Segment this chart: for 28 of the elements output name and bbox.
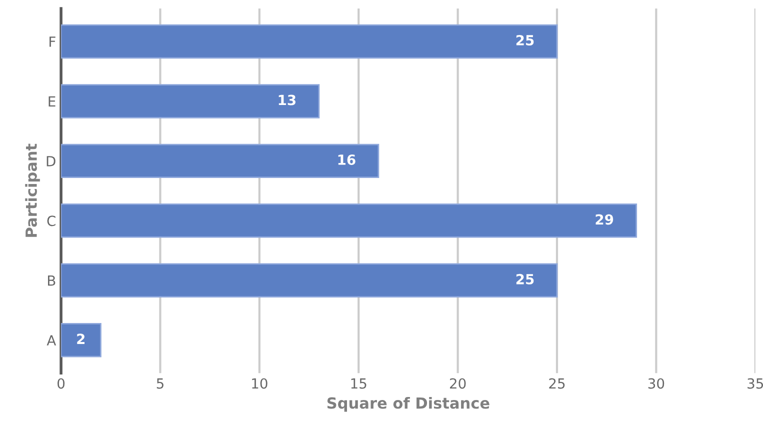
data-label: 29 [596, 214, 614, 225]
x-tick-label: 30 [648, 378, 664, 389]
x-tick-label: 10 [252, 378, 268, 389]
y-tick-label: E [48, 96, 56, 106]
y-tick-label: B [48, 276, 56, 286]
y-tick-label: C [47, 216, 56, 226]
x-axis-title: Square of Distance [327, 396, 490, 412]
y-tick-label: F [50, 36, 56, 47]
data-label: 16 [338, 154, 356, 165]
x-tick-label: 25 [549, 378, 565, 389]
data-label: 2 [77, 334, 85, 344]
x-tick-label: 15 [351, 378, 366, 389]
bar [61, 24, 558, 59]
y-axis-title: Participant [25, 144, 40, 237]
y-tick-label: A [46, 335, 56, 346]
data-label: 25 [516, 274, 534, 284]
x-tick-label: 0 [58, 378, 65, 389]
bar [61, 323, 102, 358]
x-tick-label: 5 [156, 378, 164, 389]
data-label: 13 [278, 94, 296, 106]
bar [61, 144, 380, 178]
bar [61, 84, 320, 118]
bar [61, 263, 558, 298]
data-label: 25 [516, 35, 534, 46]
x-tick-label: 35 [748, 378, 763, 389]
y-tick-label: D [46, 156, 56, 166]
x-tick-label: 20 [450, 378, 466, 389]
bar [61, 204, 638, 238]
